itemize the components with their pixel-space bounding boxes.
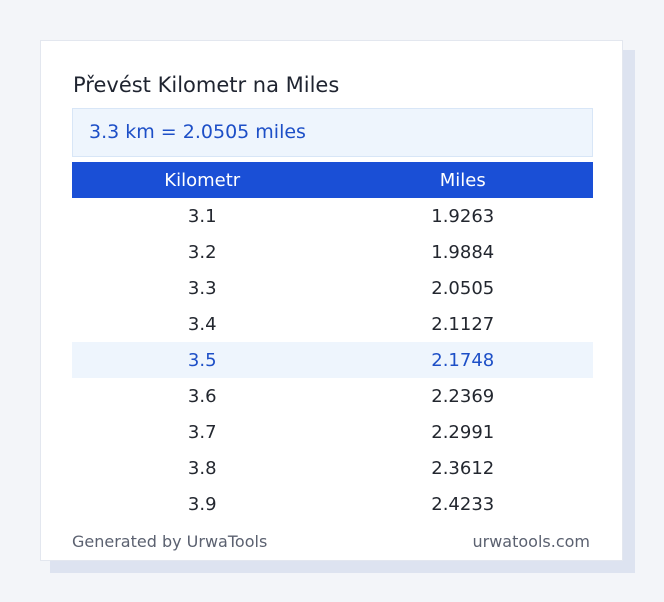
km-cell: 3.7 xyxy=(187,421,217,443)
km-cell: 3.3 xyxy=(187,277,217,299)
table-row: 3.4 2.1127 xyxy=(72,306,593,342)
table-row: 3.5 2.1748 xyxy=(72,342,593,378)
miles-cell: 2.2369 xyxy=(431,385,495,407)
table-row: 3.1 1.9263 xyxy=(72,198,593,234)
table-row: 3.3 2.0505 xyxy=(72,270,593,306)
km-cell: 3.6 xyxy=(187,385,217,407)
km-cell: 3.1 xyxy=(187,205,217,227)
km-cell: 3.5 xyxy=(72,342,333,378)
miles-cell: 2.4233 xyxy=(431,493,495,515)
km-cell: 3.9 xyxy=(187,493,217,515)
header-miles: Miles xyxy=(332,162,593,198)
table-row: 3.2 1.9884 xyxy=(72,234,593,270)
miles-cell: 2.2991 xyxy=(431,421,495,443)
site-link[interactable]: urwatools.com xyxy=(472,532,591,551)
miles-cell: 1.9263 xyxy=(431,205,495,227)
miles-cell: 2.0505 xyxy=(431,277,495,299)
header-kilometr: Kilometr xyxy=(72,162,333,198)
km-cell: 3.4 xyxy=(187,313,217,335)
conversion-card: Převést Kilometr na Miles 3.3 km = 2.050… xyxy=(40,40,623,561)
miles-cell: 2.3612 xyxy=(431,457,495,479)
km-cell: 3.8 xyxy=(187,457,217,479)
table-row: 3.8 2.3612 xyxy=(72,450,593,486)
conversion-table: Kilometr Miles 3.1 1.9263 3.2 1.9884 3.3… xyxy=(72,162,593,522)
table-row: 3.9 2.4233 xyxy=(72,486,593,522)
miles-cell: 1.9884 xyxy=(431,241,495,263)
miles-cell: 2.1127 xyxy=(431,313,495,335)
generated-by-label: Generated by UrwaTools xyxy=(72,532,268,551)
result-text: 3.3 km = 2.0505 miles xyxy=(89,121,306,143)
table-row: 3.6 2.2369 xyxy=(72,378,593,414)
card-title: Převést Kilometr na Miles xyxy=(73,73,340,97)
km-cell: 3.2 xyxy=(187,241,217,263)
miles-cell: 2.1748 xyxy=(332,342,593,378)
table-row: 3.7 2.2991 xyxy=(72,414,593,450)
result-box: 3.3 km = 2.0505 miles xyxy=(72,108,593,157)
table-header-row: Kilometr Miles xyxy=(72,162,593,198)
